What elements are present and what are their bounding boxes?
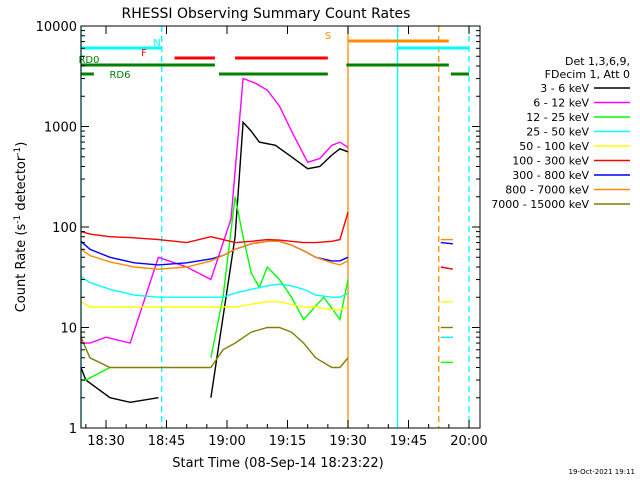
- y-axis-label-sup1: -1: [13, 215, 23, 224]
- y-axis-label-mid: detector: [14, 155, 29, 215]
- y-tick-label-3: 1000: [44, 121, 77, 136]
- series-line-3-0: [80, 276, 349, 298]
- y-axis-label: Count Rate (s-1 detector-1): [13, 142, 29, 313]
- legend-label-8: 7000 - 15000 keV: [491, 198, 589, 211]
- flag-label-RD0: RD0: [78, 55, 99, 66]
- x-tick-label-1: 18:45: [148, 434, 185, 449]
- y-tick-label-0: 1: [69, 422, 77, 437]
- series-line-2-2: [210, 196, 349, 358]
- series-line-8-0: [80, 326, 349, 369]
- flag-label-F: F: [141, 48, 147, 59]
- y-tick-label-4: 10000: [36, 20, 77, 35]
- y-axis: 1 10 100 1000 10000: [36, 20, 480, 437]
- legend-label-7: 800 - 7000 keV: [505, 184, 589, 197]
- y-axis-label-sup2: -1: [13, 147, 23, 156]
- footer-date: 19-Oct-2021 19:11: [569, 468, 635, 476]
- y-tick-label-1: 10: [60, 322, 77, 337]
- legend-label-0: 3 - 6 keV: [540, 82, 589, 95]
- x-axis-label: Start Time (08-Sep-14 18:23:22): [172, 456, 383, 471]
- legend-header-2: FDecim 1, Att 0: [545, 68, 630, 81]
- y-tick-label-2: 100: [52, 221, 77, 236]
- series-line-5-1: [440, 266, 454, 270]
- flag-bars: NF S RD0 RD6: [78, 31, 469, 81]
- chart-title: RHESSI Observing Summary Count Rates: [122, 6, 411, 22]
- legend-label-4: 50 - 100 keV: [519, 140, 589, 153]
- x-tick-label-5: 19:45: [390, 434, 427, 449]
- flag-label-S: S: [325, 31, 331, 42]
- x-tick-label-0: 18:30: [87, 434, 124, 449]
- legend-label-5: 100 - 300 keV: [512, 155, 589, 168]
- data-series: [80, 77, 454, 404]
- x-tick-label-3: 19:15: [269, 434, 306, 449]
- x-tick-label-4: 19:30: [329, 434, 366, 449]
- y-axis-label-end: ): [14, 142, 29, 147]
- series-line-5-0: [80, 212, 349, 244]
- series-line-0-0: [80, 367, 159, 404]
- x-tick-label-2: 19:00: [208, 434, 245, 449]
- flag-label-N: N: [153, 38, 160, 49]
- series-line-1-0: [80, 77, 349, 344]
- legend-label-3: 25 - 50 keV: [526, 126, 589, 139]
- x-tick-label-6: 20:00: [450, 434, 487, 449]
- legend: Det 1,3,6,9, FDecim 1, Att 0 3 - 6 keV 6 …: [491, 55, 630, 211]
- series-line-4-0: [80, 301, 349, 311]
- legend-label-6: 300 - 800 keV: [512, 169, 589, 182]
- series-line-6-1: [440, 241, 453, 245]
- legend-label-1: 6 - 12 keV: [533, 97, 589, 110]
- x-axis: 18:30 18:45 19:00 19:15 19:30 19:45 20:00: [85, 26, 488, 449]
- flag-label-RD6: RD6: [109, 70, 130, 81]
- y-axis-label-main: Count Rate (s: [14, 224, 29, 313]
- legend-label-2: 12 - 25 keV: [526, 111, 589, 124]
- series-line-7-0: [80, 240, 349, 270]
- legend-header-1: Det 1,3,6,9,: [565, 55, 630, 68]
- series-line-0-1: [210, 120, 349, 398]
